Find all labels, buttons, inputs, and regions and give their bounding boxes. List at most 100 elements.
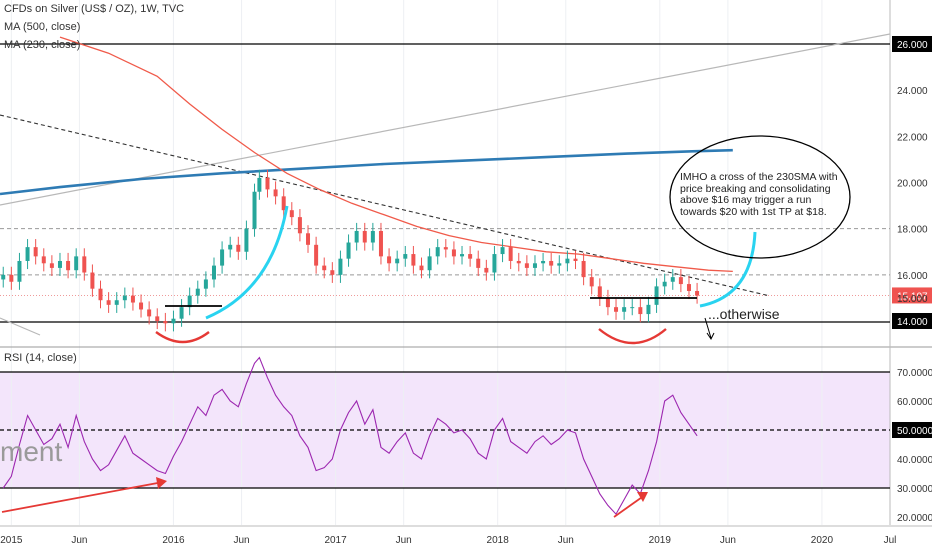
candle-body (155, 316, 160, 321)
candle-body (41, 256, 46, 264)
candle-body (573, 258, 578, 261)
candle-body (403, 254, 408, 259)
candle-body (638, 307, 643, 315)
candle-body (244, 228, 249, 252)
x-tick-label: 2020 (811, 535, 834, 546)
candle-body (139, 302, 144, 310)
rsi-tick-label: 20.0000 (897, 513, 932, 524)
candle-body (257, 177, 262, 192)
rsi-arrow-1-head (156, 477, 167, 489)
rsi-tick-label: 50.0000 (897, 426, 932, 437)
candle-body (49, 263, 54, 268)
candle-body (179, 307, 184, 319)
price-tick-label: 18.000 (897, 225, 928, 236)
candle-body (435, 247, 440, 257)
price-tick-label: 24.000 (897, 86, 928, 97)
candle-body (378, 230, 383, 257)
price-tick-label: 15.107 (897, 291, 928, 302)
candle-body (492, 254, 497, 273)
candle-body (17, 260, 22, 282)
candle-body (646, 304, 651, 315)
candle-body (605, 297, 610, 308)
watermark-text: ment (0, 436, 63, 467)
candle-body (395, 258, 400, 264)
dashed-downtrend (0, 114, 771, 297)
candle-body (163, 321, 168, 324)
candle-body (130, 295, 135, 303)
candle-body (74, 256, 79, 271)
x-tick-label: 2015 (0, 535, 23, 546)
candle-body (654, 286, 659, 305)
candle-body (678, 277, 683, 285)
candle-body (322, 265, 327, 271)
rsi-line (2, 356, 698, 516)
rsi-tag-bg (892, 422, 932, 438)
candle-body (354, 230, 359, 243)
x-tick-label: 2018 (487, 535, 510, 546)
candle-body (281, 196, 286, 211)
price-tick-label: 22.000 (897, 132, 928, 143)
projected-arc (699, 231, 757, 308)
price-tag-bg (892, 313, 932, 329)
candle-body (289, 210, 294, 218)
legend-ma230: MA (230, close) (4, 39, 81, 51)
candle-body (106, 300, 111, 305)
candle-body (597, 286, 602, 298)
rsi-arrow-2-head (637, 492, 648, 502)
candle-body (297, 217, 302, 234)
candle-body (236, 244, 241, 252)
candle-body (147, 309, 152, 317)
x-tick-label: 2017 (324, 535, 347, 546)
annotation-note: IMHO a cross of the 230SMA with price br… (680, 171, 838, 218)
candle-body (57, 260, 62, 268)
candle-body (500, 247, 505, 255)
candle-body (476, 258, 481, 268)
candle-body (524, 263, 529, 268)
candle-body (273, 189, 278, 197)
candle-body (90, 272, 95, 289)
candle-body (203, 279, 208, 289)
x-tick-label: Jul (884, 535, 897, 546)
price-tick-label: 16.000 (897, 271, 928, 282)
candle-body (443, 247, 448, 250)
candle-body (484, 267, 489, 273)
candle-body (565, 258, 570, 264)
candle-body (589, 277, 594, 287)
rsi-tick-label: 70.0000 (897, 368, 932, 379)
candle-body (557, 263, 562, 266)
candle-body (171, 318, 176, 324)
candle-body (541, 260, 546, 264)
price-tag-bg (892, 36, 932, 52)
down-arrow (704, 317, 715, 340)
candle-body (411, 254, 416, 266)
rsi-tick-label: 60.0000 (897, 397, 932, 408)
ma230-line (59, 36, 733, 273)
candle-body (330, 270, 335, 275)
candle-body (33, 247, 38, 257)
rally-arc-2016 (205, 205, 289, 320)
legend-rsi: RSI (14, close) (4, 352, 77, 364)
candle-body (265, 177, 270, 190)
x-tick-label: Jun (71, 535, 87, 546)
candle-body (622, 307, 627, 312)
candle-body (252, 191, 257, 229)
candle-body (460, 254, 465, 257)
candle-body (82, 256, 87, 273)
x-tick-label: 2016 (162, 535, 185, 546)
last-price-tag (892, 287, 932, 304)
candle-body (66, 260, 71, 271)
candle-body (362, 230, 367, 243)
candle-body (314, 244, 319, 266)
rsi-tick-label: 40.0000 (897, 455, 932, 466)
candle-body (670, 277, 675, 282)
candle-body (581, 260, 586, 278)
legend-ma500: MA (500, close) (4, 21, 81, 33)
candle-body (1, 274, 6, 280)
candle-body (614, 307, 619, 312)
candle-body (98, 288, 103, 301)
candle-body (508, 247, 513, 261)
candle-body (516, 260, 521, 264)
x-tick-label: Jun (720, 535, 736, 546)
